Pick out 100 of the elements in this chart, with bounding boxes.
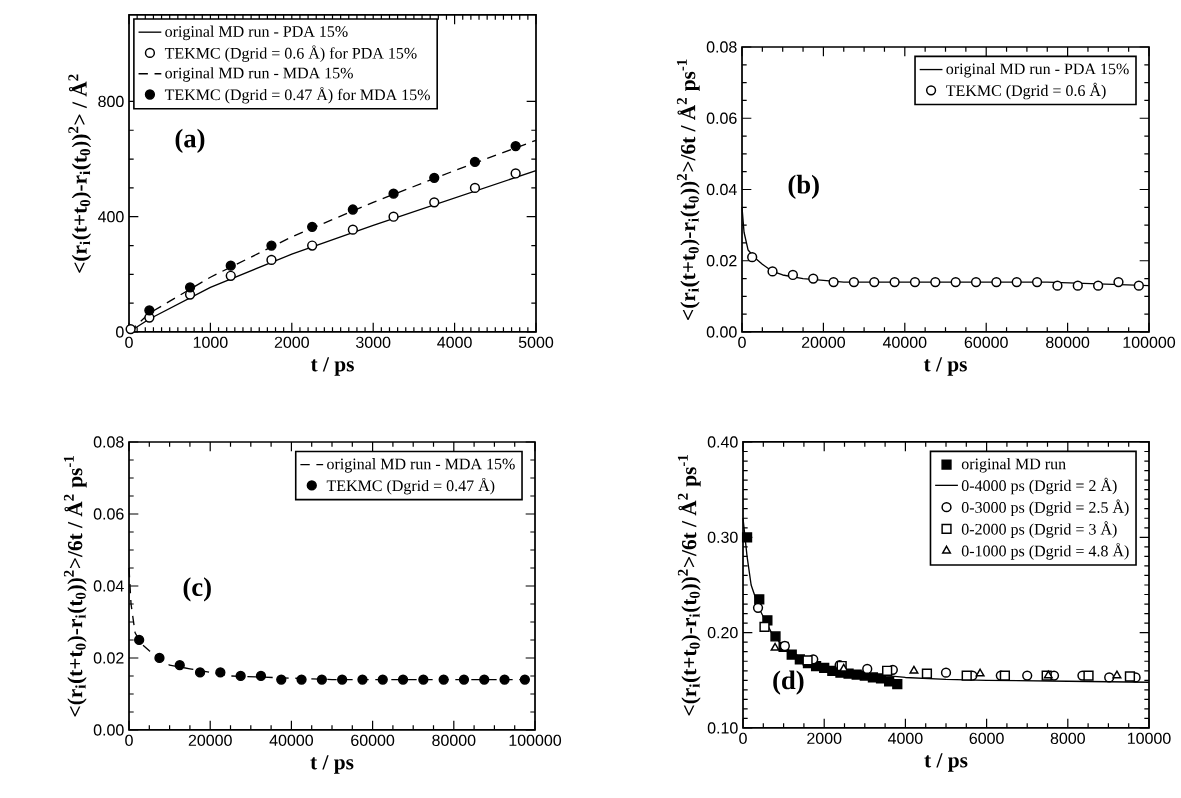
- point: [125, 323, 136, 335]
- y-tick-label: 0.02: [93, 652, 124, 664]
- point: [770, 631, 781, 642]
- annotation: (b): [788, 174, 819, 200]
- annotation: (d): [773, 670, 804, 695]
- point: [892, 678, 903, 690]
- x-tick-label: 60000: [351, 734, 395, 747]
- point: [307, 240, 318, 251]
- point: [1011, 276, 1022, 288]
- point: [1083, 670, 1094, 681]
- y-tick-label: 0.30: [707, 531, 738, 543]
- x-tick-label: 80000: [432, 734, 476, 747]
- annotation: (a): [175, 128, 205, 153]
- point: [889, 276, 900, 288]
- point: [961, 670, 972, 681]
- point: [469, 182, 481, 194]
- point: [154, 652, 165, 664]
- point: [438, 674, 449, 685]
- x-tick-label: 8000: [1050, 732, 1085, 745]
- y-tick-label: 0.04: [93, 580, 124, 592]
- x-tick-label: 100000: [1123, 336, 1176, 349]
- point: [194, 667, 206, 678]
- x-tick-label: 6000: [969, 732, 1004, 745]
- x-tick-label: 4000: [437, 336, 472, 349]
- legend-label: TEKMC (Dgrid = 0.47 Å) for MDA 15%: [164, 86, 430, 104]
- x-tick-label: 4000: [887, 732, 923, 745]
- point: [266, 240, 277, 251]
- x-tick-label: 1000: [193, 336, 228, 349]
- text: <(r$_{i}$(t+t$_{0}$)-r$_{i}$(t$_{0}$))$^{2}$>/6t / Å$^{2}$ ps$^{-1}$: [677, 454, 701, 716]
- point: [1072, 280, 1083, 291]
- x-tick-label: 20000: [801, 336, 846, 349]
- x-tick-label: 80000: [1046, 336, 1090, 349]
- point: [848, 276, 860, 288]
- y-tick-label: 0.10: [707, 722, 738, 734]
- x-tick-label: 5000: [518, 336, 554, 349]
- point: [909, 276, 921, 288]
- point: [999, 670, 1011, 681]
- point: [940, 667, 952, 678]
- point: [970, 276, 982, 288]
- point: [519, 674, 530, 685]
- point: [429, 197, 440, 208]
- legend-label: 0-2000 ps (Dgrid = 3 Å): [961, 521, 1117, 538]
- point: [316, 674, 327, 685]
- point: [266, 254, 277, 266]
- point: [388, 211, 399, 222]
- x-axis-title: t / ps: [310, 755, 354, 774]
- point: [296, 674, 307, 685]
- x-tick-label: 40000: [882, 336, 927, 349]
- point: [741, 532, 753, 543]
- legend-label: original MD run - MDA 15%: [327, 458, 515, 473]
- point: [991, 276, 1002, 288]
- legend-label: 0-3000 ps (Dgrid = 2.5 Å): [961, 499, 1129, 517]
- y-tick-label: 0.00: [93, 724, 124, 736]
- x-tick-label: 3000: [356, 336, 391, 349]
- legend-label: original MD run - PDA 15%: [946, 63, 1129, 78]
- point: [225, 260, 236, 271]
- point: [882, 665, 893, 676]
- y-tick-label: 0.04: [706, 183, 737, 196]
- legend-label: TEKMC (Dgrid = 0.47 Å): [326, 477, 495, 495]
- point: [1113, 276, 1124, 288]
- point: [1124, 671, 1136, 682]
- point: [1022, 670, 1033, 681]
- x-tick-label: 10000: [1127, 732, 1171, 745]
- point: [754, 594, 765, 605]
- x-axis-title: t / ps: [923, 357, 967, 376]
- x-axis-title: t / ps: [924, 753, 968, 772]
- point: [184, 282, 196, 293]
- point: [510, 140, 521, 152]
- point: [469, 156, 481, 168]
- point: [276, 674, 287, 685]
- y-tick-label: 0.06: [706, 112, 737, 124]
- y-tick-label: 0: [116, 326, 124, 338]
- x-tick-label: 0: [125, 336, 133, 349]
- text: <(r$_{i}$(t+t$_{0}$)-r$_{i}$(t$_{0}$))$^{2}$> / Å$^{2}$: [68, 74, 92, 273]
- point: [337, 674, 348, 685]
- point: [215, 667, 226, 678]
- point: [767, 266, 778, 277]
- point: [950, 276, 961, 288]
- legend-label: original MD run - MDA 15%: [165, 67, 353, 82]
- legend-label: original MD run: [961, 458, 1066, 473]
- legend-label: TEKMC (Dgrid = 0.6 Å): [946, 82, 1106, 100]
- point: [828, 276, 839, 288]
- y-tick-label: 0.06: [93, 508, 124, 520]
- point: [770, 642, 780, 651]
- point: [1031, 276, 1043, 288]
- y-tick-label: 0.40: [707, 436, 738, 448]
- point: [975, 668, 985, 677]
- annotation: (c): [183, 577, 211, 602]
- legend-label: 0-1000 ps (Dgrid = 4.8 Å): [961, 543, 1129, 560]
- point: [499, 674, 510, 685]
- point: [1112, 670, 1122, 679]
- point: [377, 674, 388, 685]
- x-tick-label: 0: [739, 732, 747, 745]
- point: [752, 602, 764, 613]
- x-tick-label: 40000: [269, 734, 314, 747]
- x-tick-label: 0: [738, 336, 746, 349]
- x-axis-title: t / ps: [310, 357, 354, 376]
- point: [347, 204, 358, 215]
- point: [869, 276, 880, 288]
- point: [307, 221, 318, 232]
